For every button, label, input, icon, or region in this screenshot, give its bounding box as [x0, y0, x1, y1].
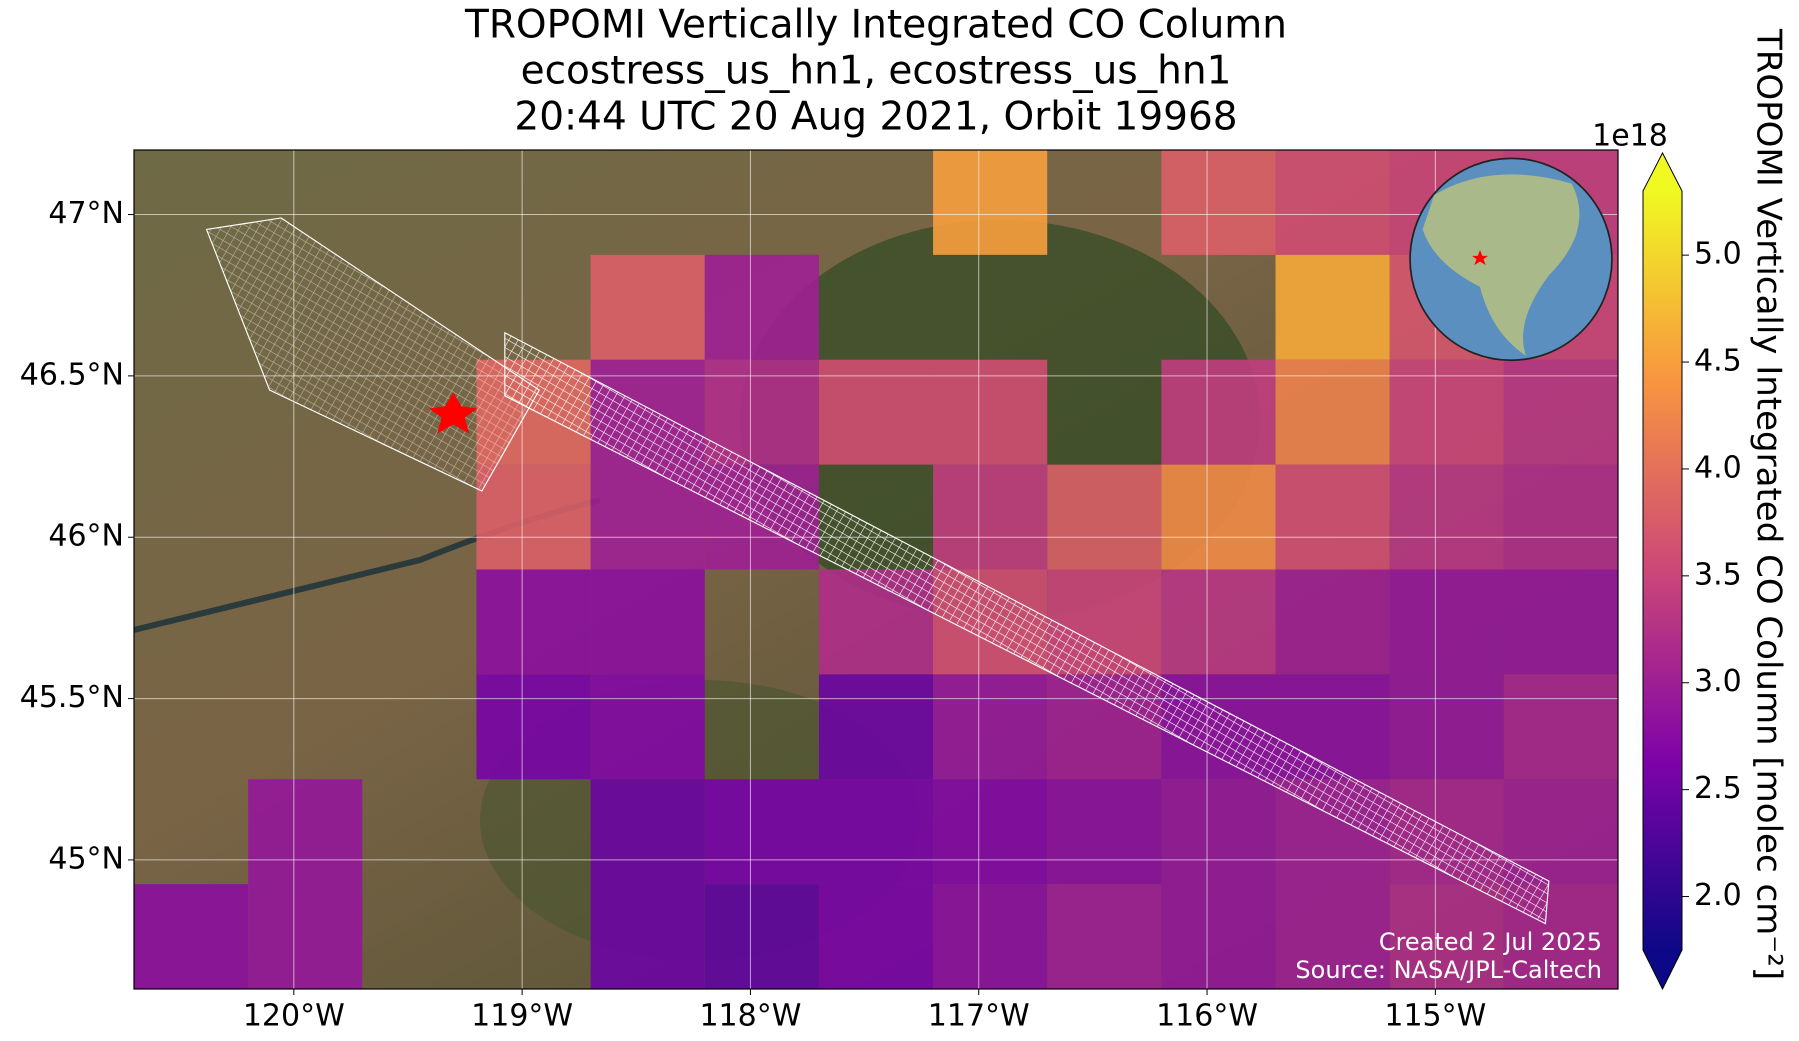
co-cell [1503, 464, 1618, 570]
colorbar-outline [1642, 151, 1683, 991]
x-tick-label: 120°W [243, 999, 345, 1034]
co-cell [1275, 569, 1390, 675]
co-cell [1275, 150, 1390, 255]
swath [205, 217, 1550, 925]
co-cell [248, 884, 363, 989]
co-cell [476, 674, 591, 780]
co-cell [704, 254, 819, 360]
x-tick-label: 118°W [699, 999, 801, 1034]
co-cell [590, 884, 705, 989]
colorbar-exponent: 1e18 [1592, 119, 1668, 154]
credit: Created 2 Jul 2025 [1379, 928, 1602, 956]
co-cell [818, 674, 934, 780]
map-area: Created 2 Jul 2025 Source: NASA/JPL-Calt… [134, 150, 1618, 989]
co-cell [1389, 674, 1504, 780]
y-tick-label: 46°N [48, 519, 124, 554]
co-cell [1389, 359, 1504, 465]
co-cell [818, 884, 934, 989]
co-cell [1161, 569, 1276, 675]
co-cell [1503, 569, 1618, 675]
x-tick-label: 117°W [928, 999, 1030, 1034]
co-cell [1503, 359, 1618, 465]
co-cell [476, 464, 591, 570]
co-cell [1161, 464, 1276, 570]
co-cell [704, 779, 819, 885]
co-cell [704, 884, 819, 989]
x-tick-label: 119°W [471, 999, 573, 1034]
co-cell [818, 779, 934, 885]
site-star [429, 392, 478, 434]
y-tick-label: 45.5°N [20, 680, 124, 715]
co-cell [590, 674, 705, 780]
colorbar-tick-label: 4.0 [1694, 450, 1742, 485]
co-cell [590, 569, 705, 675]
co-cell [1389, 569, 1504, 675]
co-cell [1275, 254, 1390, 360]
colorbar-tick-label: 2.0 [1694, 878, 1742, 913]
co-cell [590, 254, 705, 360]
co-cell [248, 779, 363, 885]
co-cell [590, 779, 705, 885]
x-tick-label: 116°W [1156, 999, 1258, 1034]
co-cell [933, 150, 1048, 255]
plot-frame [133, 149, 1619, 990]
colorbar-extend-top [1643, 153, 1682, 191]
co-cell [1275, 884, 1390, 989]
co-cell [1047, 464, 1162, 570]
title-line: TROPOMI Vertically Integrated CO Column [464, 3, 1287, 48]
co-cell [1503, 779, 1618, 885]
co-cell [1047, 779, 1162, 885]
colorbar-body [1643, 191, 1682, 950]
y-tick-label: 45°N [48, 841, 124, 876]
colorbar-tick-label: 2.5 [1694, 771, 1742, 806]
colorbar-tick-label: 4.5 [1694, 344, 1742, 379]
co-cell [1161, 359, 1276, 465]
co-cell [1275, 464, 1390, 570]
title-line: 20:44 UTC 20 Aug 2021, Orbit 19968 [514, 95, 1237, 140]
co-cell [1389, 884, 1504, 989]
credit: Source: NASA/JPL-Caltech [1295, 956, 1602, 984]
colorbar-tick-label: 3.5 [1694, 557, 1742, 592]
colorbar-label: TROPOMI Vertically Integrated CO Column … [1749, 28, 1789, 980]
co-cell [1047, 884, 1162, 989]
co-cell [476, 569, 591, 675]
co-cell [1503, 674, 1618, 780]
co-cell [933, 464, 1048, 570]
title-line: ecostress_us_hn1, ecostress_us_hn1 [521, 49, 1232, 94]
co-cell [1161, 884, 1276, 989]
co-cell [933, 359, 1048, 465]
colorbar-extend-bottom [1643, 950, 1682, 989]
co-cell [933, 884, 1048, 989]
co-cell [1161, 150, 1276, 255]
x-tick-label: 115°W [1384, 999, 1486, 1034]
co-cell [1389, 464, 1504, 570]
co-cells [134, 150, 1618, 989]
co-cell [1275, 359, 1390, 465]
globe-inset [1409, 157, 1613, 362]
co-cell [134, 884, 249, 989]
co-cell [1161, 779, 1276, 885]
colorbar: 2.0 2.5 3.0 3.5 4.0 4.5 5.0 [1642, 151, 1742, 991]
colorbar-tick-label: 5.0 [1694, 237, 1742, 272]
co-cell [933, 674, 1048, 780]
colorbar-tick-label: 3.0 [1694, 664, 1742, 699]
co-cell [818, 359, 934, 465]
y-tick-label: 46.5°N [20, 357, 124, 392]
co-cell [933, 779, 1048, 885]
y-tick-label: 47°N [48, 196, 124, 231]
